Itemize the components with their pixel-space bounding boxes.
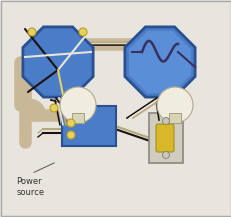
FancyBboxPatch shape [155,124,173,152]
Polygon shape [128,31,191,93]
Circle shape [162,117,169,125]
FancyBboxPatch shape [72,113,84,123]
Circle shape [50,104,58,112]
FancyBboxPatch shape [168,113,180,123]
Circle shape [79,28,87,36]
Circle shape [67,131,75,139]
Circle shape [156,87,192,123]
Polygon shape [23,27,93,97]
Circle shape [162,151,169,158]
Circle shape [60,87,96,123]
Circle shape [28,28,36,36]
Text: Power
source: Power source [16,177,44,197]
FancyBboxPatch shape [62,106,116,146]
Circle shape [67,119,75,127]
FancyBboxPatch shape [148,113,182,163]
Polygon shape [124,27,194,97]
